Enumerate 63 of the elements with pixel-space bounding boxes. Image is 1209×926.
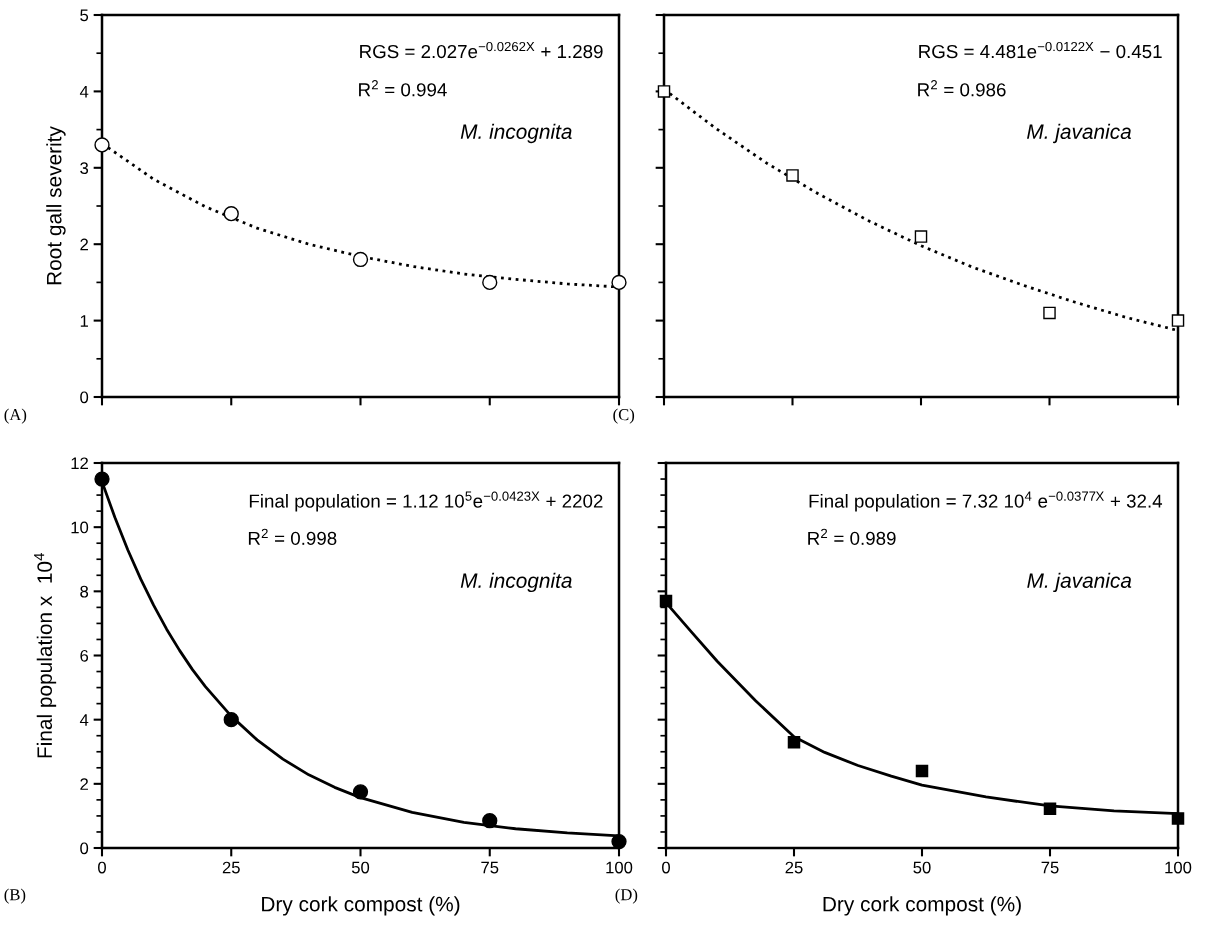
y-tick-label: 4 <box>79 85 89 98</box>
point <box>611 833 627 850</box>
annotation: RGS = 2.027e$^{−0.0262X}$ + 1.289 <box>360 41 603 59</box>
annotation: R$^{2}$ = 0.994 <box>359 80 447 97</box>
annotation: RGS = 4.481e$^{−0.0122X}$ − 0.451 <box>919 41 1162 59</box>
y-tick-label: 5 <box>80 9 89 22</box>
x-tick-label: 0 <box>662 861 670 874</box>
point <box>223 712 239 728</box>
point <box>659 594 673 608</box>
x-tick-label: 25 <box>222 861 240 874</box>
x-tick-label: 50 <box>351 861 370 874</box>
annotation: Final population = 7.32 10$^{4}$ e$^{−0.0377X}$ + 32.4 <box>809 491 1163 512</box>
x-tick-label: 0 <box>98 861 106 874</box>
point <box>915 764 929 778</box>
y-axis-title: Root gall severity <box>46 126 66 285</box>
point <box>482 813 498 829</box>
y-tick-label: 0 <box>80 391 89 404</box>
point <box>1171 314 1185 327</box>
text: (D) <box>615 888 638 904</box>
x-axis-title: Dry cork compost (%) <box>823 896 1021 916</box>
annotation: M. javanica <box>1027 572 1132 593</box>
y-tick-label: 12 <box>71 457 88 470</box>
y-tick-label: 4 <box>79 714 89 726</box>
annotation: R$^{2}$ = 0.998 <box>248 528 337 546</box>
point <box>914 230 928 243</box>
point <box>787 735 801 749</box>
x-tick-label: 25 <box>785 861 803 874</box>
text: (C) <box>613 408 635 424</box>
y-tick-label: 3 <box>80 162 89 174</box>
point <box>352 251 369 268</box>
point <box>657 85 671 98</box>
y-tick-label: 2 <box>80 238 88 251</box>
y-tick-label: 8 <box>80 585 89 598</box>
point <box>1043 306 1056 320</box>
annotation: R$^{2}$ = 0.989 <box>808 528 896 546</box>
x-tick-label: 100 <box>606 861 633 874</box>
y-tick-label: 6 <box>80 649 89 662</box>
point <box>94 471 110 487</box>
x-tick-label: 100 <box>1165 861 1192 874</box>
x-tick-label: 75 <box>1041 861 1059 874</box>
y-tick-label: 0 <box>80 842 89 855</box>
annotation: R$^{2}$ = 0.986 <box>918 80 1006 97</box>
y-tick-label: 10 <box>71 521 89 534</box>
annotation: M. javanica <box>1027 123 1132 144</box>
x-tick-label: 50 <box>913 861 931 874</box>
annotation: M. incognita <box>460 123 572 144</box>
text: (B) <box>4 888 26 904</box>
y-tick-label: 2 <box>80 778 88 790</box>
annotation: M. incognita <box>460 572 572 593</box>
point <box>223 206 239 222</box>
text: (A) <box>4 408 27 424</box>
x-axis-title: Dry cork compost (%) <box>262 896 460 916</box>
point <box>1171 812 1185 825</box>
y-axis-title: Final population x 10$^{4}$ <box>34 553 57 758</box>
point <box>352 784 369 800</box>
point <box>94 137 110 153</box>
y-tick-label: 1 <box>80 315 88 327</box>
annotation: Final population = 1.12 10$^{5}$e$^{−0.0423X}$ + 2202 <box>249 491 603 512</box>
point <box>611 274 627 291</box>
point <box>786 169 799 182</box>
point <box>482 274 498 291</box>
point <box>1043 802 1057 816</box>
x-tick-label: 75 <box>481 861 499 874</box>
